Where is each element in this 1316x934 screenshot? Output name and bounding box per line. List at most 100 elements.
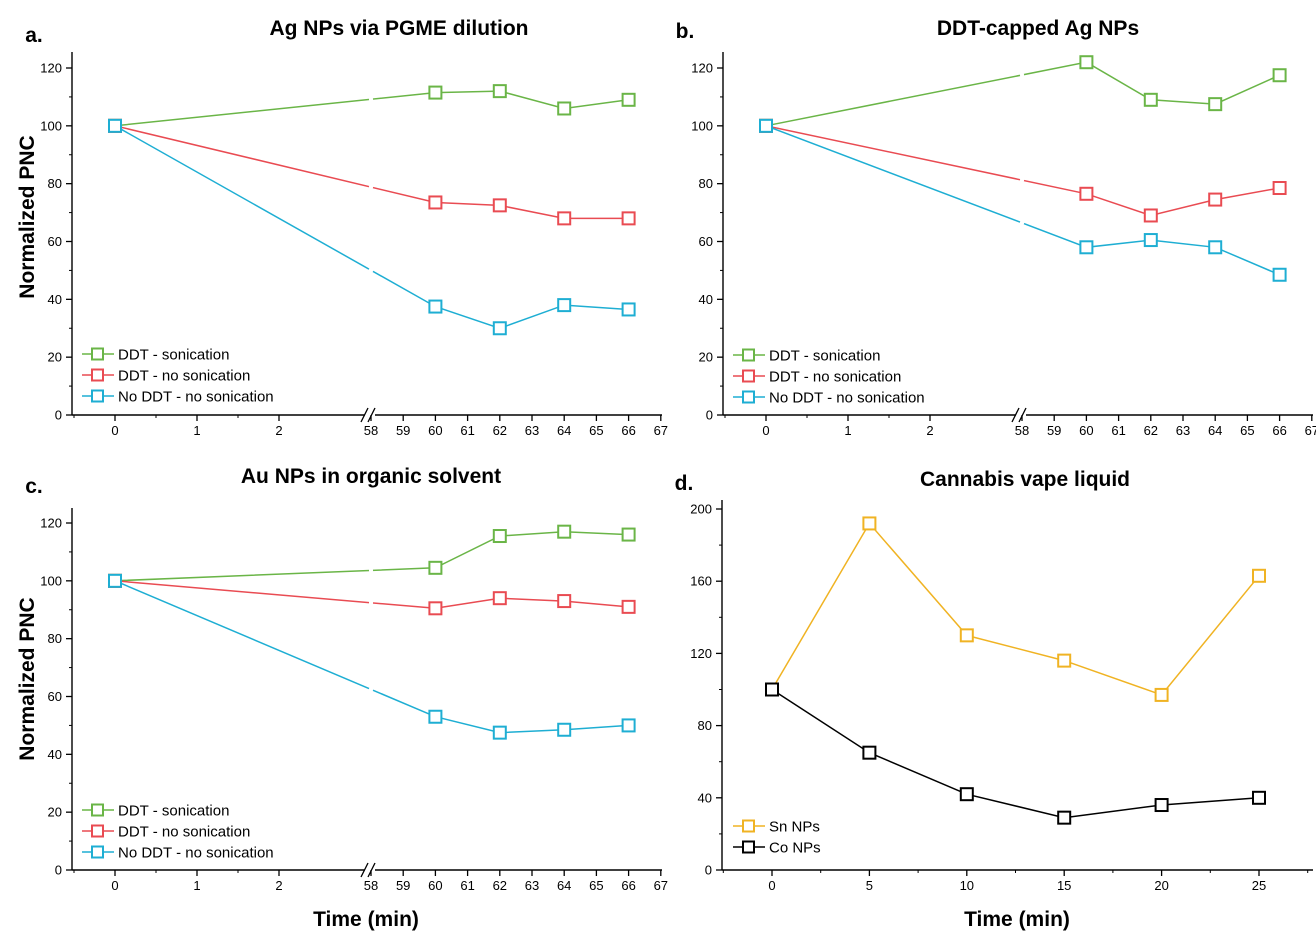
x-tick-label: 63	[525, 423, 539, 438]
series-break-gap	[368, 185, 374, 189]
data-point	[492, 84, 507, 99]
data-point	[492, 529, 507, 544]
data-point	[621, 211, 636, 226]
x-tick-label: 5	[866, 878, 873, 893]
y-tick-label: 40	[698, 790, 712, 805]
data-point	[765, 682, 779, 697]
y-tick-label: 0	[55, 408, 62, 423]
chart-title: Ag NPs via PGME dilution	[269, 17, 528, 40]
data-point	[492, 198, 507, 213]
x-tick-label: 67	[654, 878, 668, 893]
x-tick-label: 66	[621, 878, 635, 893]
data-point	[428, 85, 443, 100]
x-tick-label: 65	[589, 878, 603, 893]
legend-marker	[742, 348, 755, 362]
data-point	[621, 527, 636, 542]
legend-label: No DDT - no sonication	[769, 390, 925, 407]
x-tick-label: 61	[1111, 423, 1125, 438]
legend: DDT - sonication DDT - no sonication No DD…	[82, 347, 274, 406]
data-point	[1154, 798, 1169, 813]
legend-label: Sn NPs	[769, 819, 820, 836]
y-tick-label: 60	[48, 689, 62, 704]
x-tick-label: 20	[1154, 878, 1168, 893]
x-tick-label: 65	[1240, 423, 1254, 438]
data-point	[1057, 653, 1072, 668]
legend-marker	[91, 845, 104, 859]
data-point	[1143, 233, 1158, 248]
legend-marker	[91, 389, 104, 403]
data-point	[428, 601, 443, 616]
data-point	[108, 573, 122, 588]
y-tick-label: 100	[40, 118, 62, 133]
data-point	[959, 787, 974, 802]
series-break-gap	[368, 267, 374, 273]
x-tick-label: 67	[654, 423, 668, 438]
x-tick-label: 58	[364, 878, 378, 893]
x-tick-label: 64	[1208, 423, 1222, 438]
data-point	[1143, 92, 1158, 107]
series-line-1	[765, 125, 1280, 217]
y-tick-label: 160	[690, 574, 712, 589]
x-tick-label: 58	[1015, 423, 1029, 438]
legend-marker	[91, 347, 104, 361]
series-line-0	[771, 522, 1260, 696]
data-point	[862, 516, 877, 531]
panel-d: d. Cannabis vape liquid 0 40 80 120 160 200 0 5 10…	[675, 468, 1313, 931]
legend-marker	[91, 824, 104, 838]
y-tick-label: 40	[48, 747, 62, 762]
data-point	[1252, 790, 1266, 805]
data-point	[1079, 240, 1094, 255]
legend-label: DDT - sonication	[769, 348, 880, 365]
y-tick-label: 20	[48, 350, 62, 365]
x-tick-label: 62	[493, 423, 507, 438]
data-point	[759, 118, 773, 133]
x-tick-label: 59	[396, 423, 410, 438]
y-tick-label: 40	[699, 292, 713, 307]
data-point	[1208, 192, 1223, 207]
data-point	[1079, 186, 1094, 201]
x-tick-label: 63	[1176, 423, 1190, 438]
series-line-2	[765, 125, 1280, 276]
y-tick-label: 80	[699, 176, 713, 191]
legend-label: DDT - no sonication	[118, 368, 250, 385]
x-tick-label: 64	[557, 878, 571, 893]
legend-marker	[91, 803, 104, 817]
panel-letter: a.	[25, 24, 43, 47]
y-tick-label: 20	[48, 805, 62, 820]
x-tick-label: 2	[275, 878, 282, 893]
x-tick-label: 0	[111, 423, 118, 438]
series-break-gap	[368, 687, 374, 692]
x-tick-label: 60	[428, 423, 442, 438]
data-point	[1057, 810, 1072, 825]
y-tick-label: 60	[48, 234, 62, 249]
x-tick-label: 65	[589, 423, 603, 438]
y-tick-label: 200	[690, 502, 712, 517]
x-tick-label: 63	[525, 878, 539, 893]
panel-letter: c.	[25, 475, 43, 498]
data-point	[492, 321, 507, 336]
data-point	[492, 725, 507, 740]
series-break-gap	[1019, 220, 1025, 226]
x-tick-label: 60	[1079, 423, 1093, 438]
data-point	[862, 745, 877, 760]
series-line-2	[114, 125, 629, 330]
x-tick-label: 0	[768, 878, 775, 893]
axis-break-mark	[1011, 407, 1020, 423]
data-point	[621, 92, 636, 107]
data-point	[1079, 55, 1094, 70]
series-line-1	[114, 125, 629, 220]
x-tick-label: 1	[193, 423, 200, 438]
y-tick-label: 120	[40, 516, 62, 531]
data-point	[557, 594, 572, 609]
data-point	[557, 211, 572, 226]
y-tick-label: 80	[48, 176, 62, 191]
legend-label: DDT - no sonication	[118, 824, 250, 841]
x-tick-label: 61	[460, 878, 474, 893]
data-point	[1272, 267, 1287, 282]
legend-label: DDT - sonication	[118, 803, 229, 820]
data-point	[1208, 240, 1223, 255]
data-point	[621, 718, 636, 733]
legend-marker	[91, 368, 104, 382]
legend: DDT - sonication DDT - no sonication No DD…	[733, 348, 925, 407]
y-tick-label: 100	[691, 118, 713, 133]
